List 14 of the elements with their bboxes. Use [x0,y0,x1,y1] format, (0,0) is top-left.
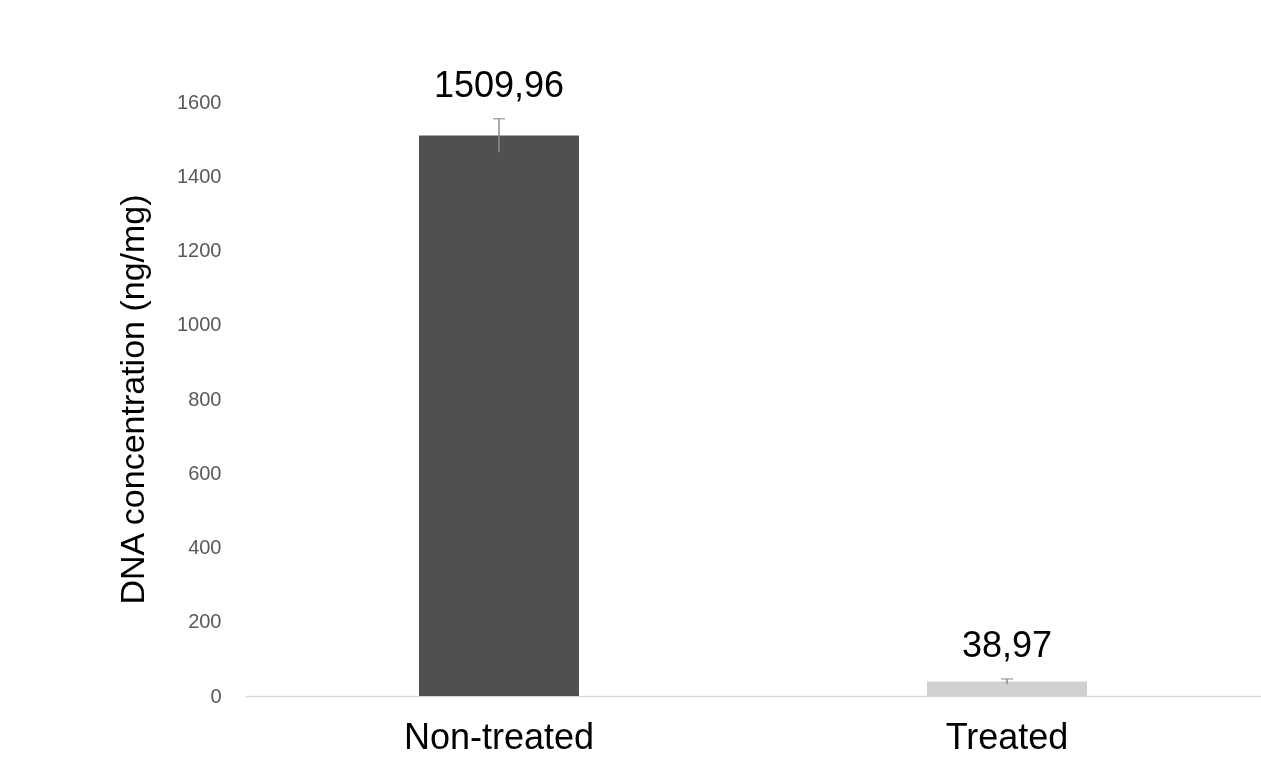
x-tick-label: Treated [945,715,1069,757]
y-tick-label: 200 [188,610,222,633]
x-tick-label: Non-treated [403,715,595,757]
y-tick-label: 1000 [177,313,222,336]
y-tick-label: 800 [188,387,222,410]
data-label: 1509,96 [433,63,565,105]
y-tick-label: 400 [188,536,222,558]
y-tick-label: 1200 [177,239,222,261]
y-axis-title: DNA concentration (ng/mg) [113,194,152,605]
data-label: 38,97 [961,623,1053,665]
y-tick-label: 1400 [177,164,222,187]
y-tick-label: 1600 [177,90,222,113]
y-tick-label: 600 [188,461,222,484]
y-tick-label: 0 [210,684,222,707]
